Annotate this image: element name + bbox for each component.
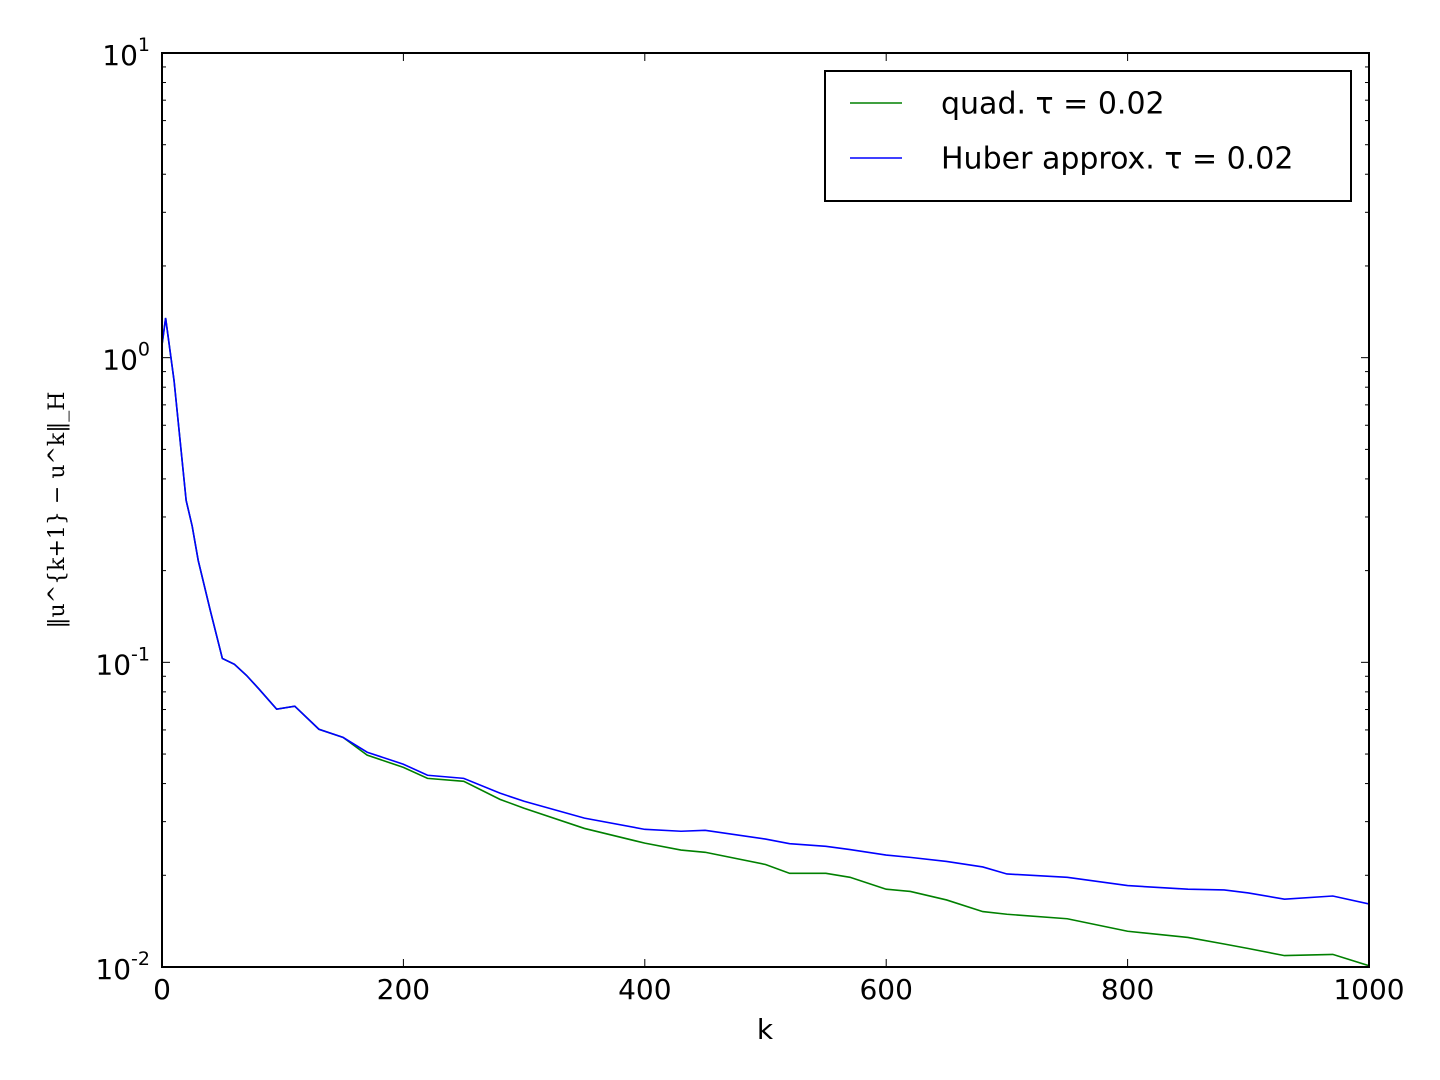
x-tick-label: 1000 (1333, 973, 1404, 1006)
legend-label: quad. τ = 0.02 (941, 87, 1165, 122)
legend-box (824, 70, 1352, 202)
y-axis-label: ‖u^{k+1} − u^k‖_H (45, 392, 70, 629)
series-line (162, 317, 1369, 967)
legend-label: Huber approx. τ = 0.02 (941, 142, 1293, 177)
x-tick-label: 200 (377, 973, 430, 1006)
y-tick-label: 10-2 (95, 948, 150, 987)
y-tick-label: 101 (102, 34, 150, 73)
x-axis-label: k (757, 1013, 774, 1046)
plot-frame (161, 52, 1370, 968)
x-tick-label: 600 (859, 973, 912, 1006)
x-tick-label: 0 (153, 973, 171, 1006)
x-tick-label: 400 (618, 973, 671, 1006)
series-line (162, 317, 1369, 905)
y-tick-label: 100 (102, 338, 150, 377)
x-tick-label: 800 (1101, 973, 1154, 1006)
y-tick-label: 10-1 (95, 643, 150, 682)
